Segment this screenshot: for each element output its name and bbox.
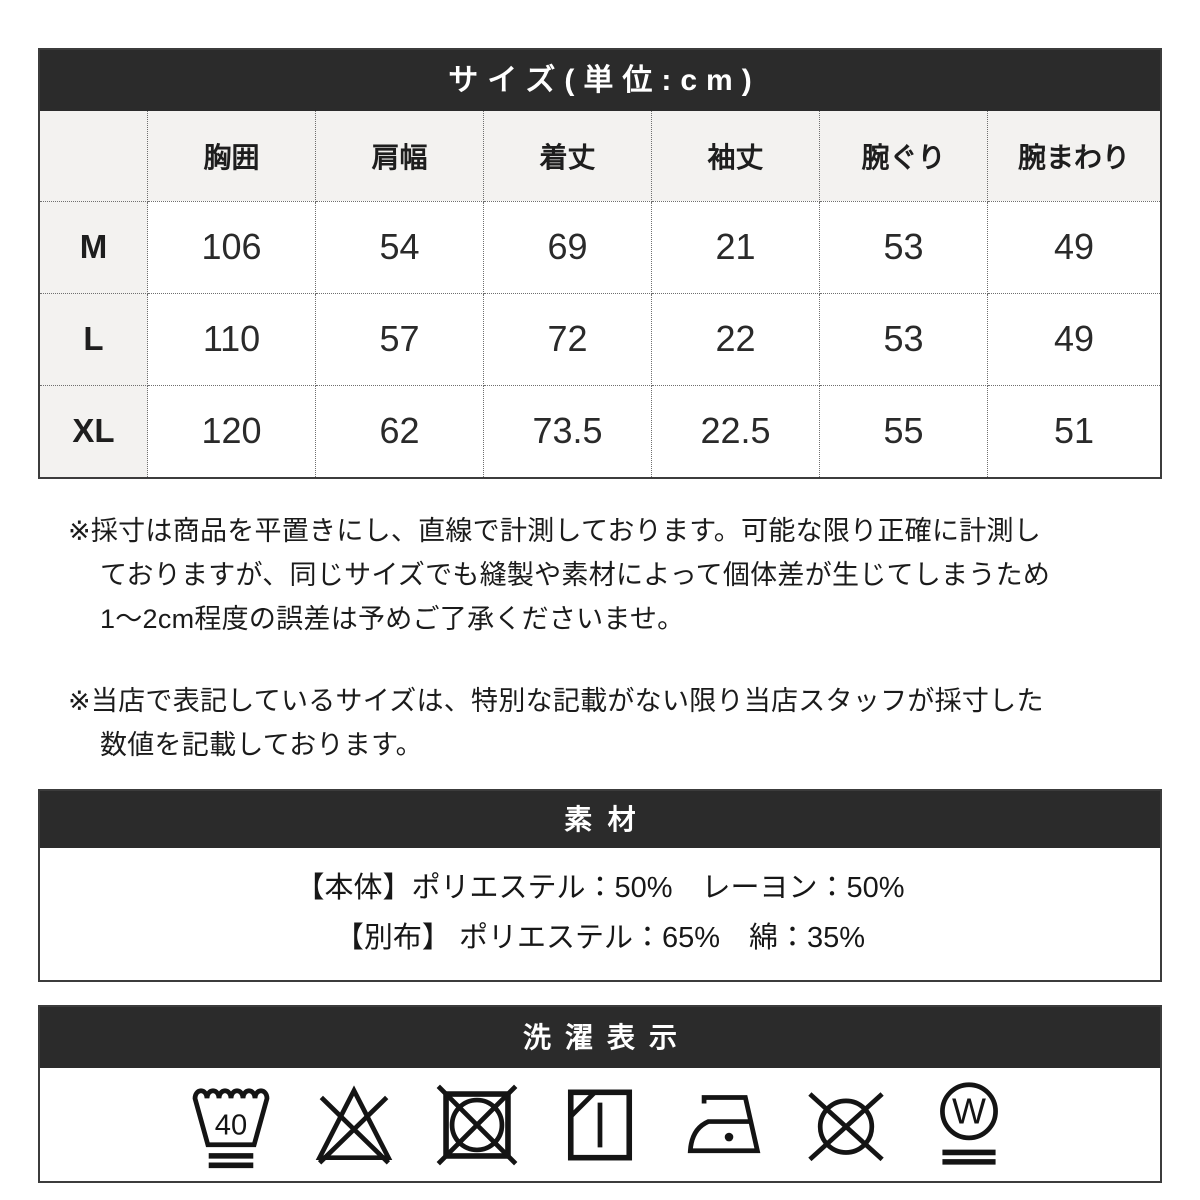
cell-xl-sleeve: 22.5 — [651, 384, 821, 477]
column-header-arm: 腕まわり — [987, 111, 1160, 202]
material-section: 素材 【本体】ポリエステル：50% レーヨン：50% 【別布】 ポリエステル：6… — [38, 789, 1162, 982]
care-label-section: 洗濯表示 40 — [38, 1005, 1162, 1183]
cell-m-armhole: 53 — [819, 200, 989, 294]
material-composition: 【本体】ポリエステル：50% レーヨン：50% 【別布】 ポリエステル：65% … — [295, 872, 905, 954]
svg-text:W: W — [952, 1090, 986, 1131]
size-table-header-row: 胸囲 肩幅 着丈 袖丈 腕ぐり 腕まわり — [40, 111, 1160, 202]
cell-l-shoulder: 57 — [315, 292, 485, 386]
staff-measured-note: ※当店で表記しているサイズは、特別な記載がない限り当店スタッフが採寸した 数値を… — [68, 686, 1044, 760]
cell-l-sleeve: 22 — [651, 292, 821, 386]
column-header-length: 着丈 — [483, 111, 653, 202]
no-bleach-icon — [315, 1084, 393, 1165]
cell-m-arm: 49 — [987, 200, 1160, 294]
table-row-l: L 110 57 72 22 53 49 — [40, 292, 1160, 386]
care-icon-row: 40 — [40, 1068, 1160, 1181]
cell-m-length: 69 — [483, 200, 653, 294]
cell-xl-chest: 120 — [147, 384, 317, 477]
corner-cell — [40, 111, 149, 202]
svg-text:40: 40 — [215, 1109, 247, 1141]
gentle-wet-clean-icon: W — [940, 1081, 998, 1165]
cell-xl-shoulder: 62 — [315, 384, 485, 477]
column-header-sleeve: 袖丈 — [651, 111, 821, 202]
size-table-title: サイズ(単位:cm) — [40, 50, 1160, 111]
line-dry-in-shade-icon — [567, 1089, 633, 1160]
size-table: 胸囲 肩幅 着丈 袖丈 腕ぐり 腕まわり M 106 54 69 21 53 4… — [40, 111, 1160, 477]
table-row-m: M 106 54 69 21 53 49 — [40, 200, 1160, 294]
wash-40-very-gentle-icon: 40 — [192, 1087, 270, 1168]
cell-m-chest: 106 — [147, 200, 317, 294]
row-label-l: L — [40, 292, 149, 386]
cell-l-arm: 49 — [987, 292, 1160, 386]
size-table-section: サイズ(単位:cm) 胸囲 肩幅 着丈 袖丈 腕ぐり 腕まわり M — [38, 48, 1162, 479]
cell-m-shoulder: 54 — [315, 200, 485, 294]
cell-l-length: 72 — [483, 292, 653, 386]
cell-xl-armhole: 55 — [819, 384, 989, 477]
material-title: 素材 — [40, 791, 1160, 848]
cell-l-armhole: 53 — [819, 292, 989, 386]
iron-low-heat-icon — [687, 1094, 761, 1153]
no-dry-clean-icon — [808, 1091, 884, 1161]
cell-m-sleeve: 21 — [651, 200, 821, 294]
measurement-note: ※採寸は商品を平置きにし、直線で計測しております。可能な限り正確に計測し ており… — [68, 516, 1051, 634]
care-label-title: 洗濯表示 — [40, 1007, 1160, 1068]
table-row-xl: XL 120 62 73.5 22.5 55 51 — [40, 384, 1160, 477]
cell-l-chest: 110 — [147, 292, 317, 386]
column-header-armhole: 腕ぐり — [819, 111, 989, 202]
row-label-xl: XL — [40, 384, 149, 477]
cell-xl-length: 73.5 — [483, 384, 653, 477]
column-header-chest: 胸囲 — [147, 111, 317, 202]
column-header-shoulder: 肩幅 — [315, 111, 485, 202]
no-tumble-dry-icon — [436, 1084, 518, 1165]
row-label-m: M — [40, 200, 149, 294]
cell-xl-arm: 51 — [987, 384, 1160, 477]
